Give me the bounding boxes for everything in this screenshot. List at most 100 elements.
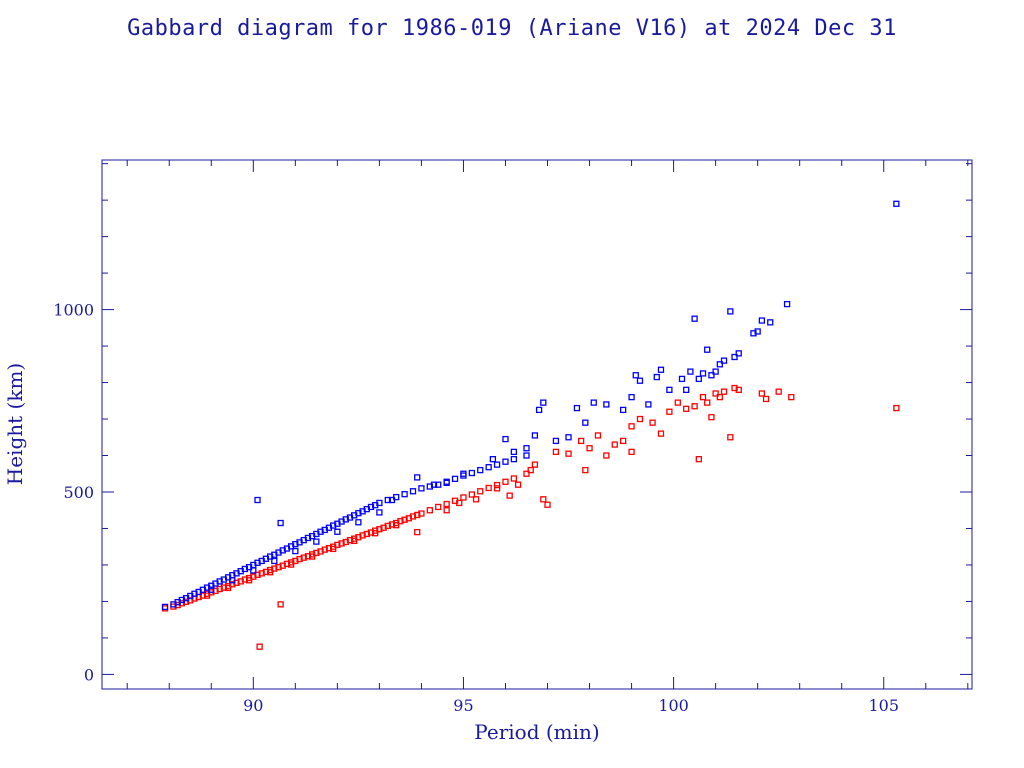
perigee-point xyxy=(161,605,169,612)
perigee-point xyxy=(279,562,286,569)
perigee-point xyxy=(649,419,656,426)
perigee-point xyxy=(199,592,207,599)
perigee-point xyxy=(414,511,421,519)
perigee-point xyxy=(435,503,442,511)
apogee-point xyxy=(430,481,438,488)
perigee-point xyxy=(313,549,320,557)
perigee-point xyxy=(212,587,219,595)
axis-ticks xyxy=(102,160,972,689)
apogee-point xyxy=(388,496,396,504)
y-tick-label: 0 xyxy=(84,665,94,684)
apogee-point xyxy=(695,375,702,383)
apogee-point xyxy=(254,496,261,504)
perigee-point xyxy=(292,557,299,565)
perigee-point xyxy=(695,456,702,463)
perigee-point xyxy=(283,560,291,568)
apogee-point xyxy=(191,590,198,597)
apogee-point xyxy=(502,458,509,465)
perigee-point xyxy=(216,585,223,593)
perigee-point xyxy=(502,478,509,485)
perigee-point xyxy=(237,578,244,585)
perigee-point xyxy=(758,390,766,397)
perigee-point xyxy=(731,384,738,392)
perigee-point xyxy=(241,576,249,583)
apogee-point xyxy=(493,461,501,468)
perigee-point xyxy=(414,528,421,536)
apogee-point xyxy=(161,603,169,611)
perigee-point xyxy=(372,530,379,537)
perigee-point xyxy=(552,448,560,456)
perigee-point xyxy=(657,430,665,437)
perigee-point xyxy=(683,405,690,412)
apogee-point xyxy=(401,491,408,498)
perigee-series xyxy=(161,384,900,650)
apogee-point xyxy=(683,386,690,393)
perigee-point xyxy=(250,573,257,580)
perigee-point xyxy=(380,524,387,531)
perigee-point xyxy=(388,521,396,528)
apogee-point xyxy=(704,346,711,353)
apogee-point xyxy=(460,470,467,477)
apogee-point xyxy=(699,370,707,377)
perigee-point xyxy=(342,538,349,546)
perigee-point xyxy=(674,399,681,406)
perigee-point xyxy=(477,488,484,495)
perigee-point xyxy=(325,545,333,552)
perigee-point xyxy=(262,568,270,576)
apogee-point xyxy=(754,328,761,335)
perigee-point xyxy=(346,537,354,544)
perigee-point xyxy=(397,518,404,525)
apogee-point xyxy=(241,565,249,573)
apogee-point xyxy=(540,399,547,406)
perigee-point xyxy=(468,491,476,498)
apogee-point xyxy=(376,509,383,516)
y-tick-label: 500 xyxy=(63,483,94,502)
perigee-point xyxy=(611,441,618,448)
apogee-point xyxy=(414,474,421,481)
perigee-point xyxy=(893,404,900,412)
apogee-point xyxy=(523,452,530,459)
apogee-point xyxy=(552,437,560,445)
perigee-point xyxy=(363,530,370,538)
apogee-point xyxy=(510,456,518,463)
perigee-point xyxy=(351,537,358,545)
perigee-point xyxy=(727,434,734,441)
perigee-point xyxy=(367,529,375,536)
perigee-point xyxy=(708,414,715,421)
perigee-point xyxy=(182,598,190,605)
perigee-point xyxy=(514,481,522,488)
apogee-point xyxy=(271,557,278,565)
apogee-point xyxy=(750,330,757,337)
apogee-point xyxy=(632,372,639,379)
apogee-point xyxy=(330,522,337,529)
x-tick-label: 95 xyxy=(453,696,473,715)
apogee-point xyxy=(342,516,349,523)
perigee-point xyxy=(304,553,312,560)
perigee-point xyxy=(456,499,463,507)
perigee-point xyxy=(716,393,723,401)
apogee-point xyxy=(418,485,425,492)
perigee-point xyxy=(577,437,585,445)
x-tick-label: 105 xyxy=(868,696,899,715)
apogee-point xyxy=(250,567,257,574)
apogee-point xyxy=(229,577,236,584)
axis-tick-labels: 90 95 100 105 0 500 1000 xyxy=(53,301,899,715)
apogee-point xyxy=(292,541,299,548)
apogee-point xyxy=(502,435,509,443)
apogee-point xyxy=(620,406,627,414)
perigee-point xyxy=(277,601,284,608)
perigee-point xyxy=(691,403,698,410)
apogee-point xyxy=(582,419,589,426)
apogee-point xyxy=(687,368,694,375)
apogee-point xyxy=(666,386,673,393)
apogee-point xyxy=(510,448,518,456)
perigee-point xyxy=(628,423,635,430)
perigee-point xyxy=(506,492,513,499)
perigee-point xyxy=(401,516,408,523)
apogee-point xyxy=(489,456,497,463)
perigee-point xyxy=(376,526,383,533)
perigee-point xyxy=(636,415,644,423)
apogee-point xyxy=(735,350,742,357)
apogee-point xyxy=(178,596,186,604)
perigee-point xyxy=(443,507,450,514)
